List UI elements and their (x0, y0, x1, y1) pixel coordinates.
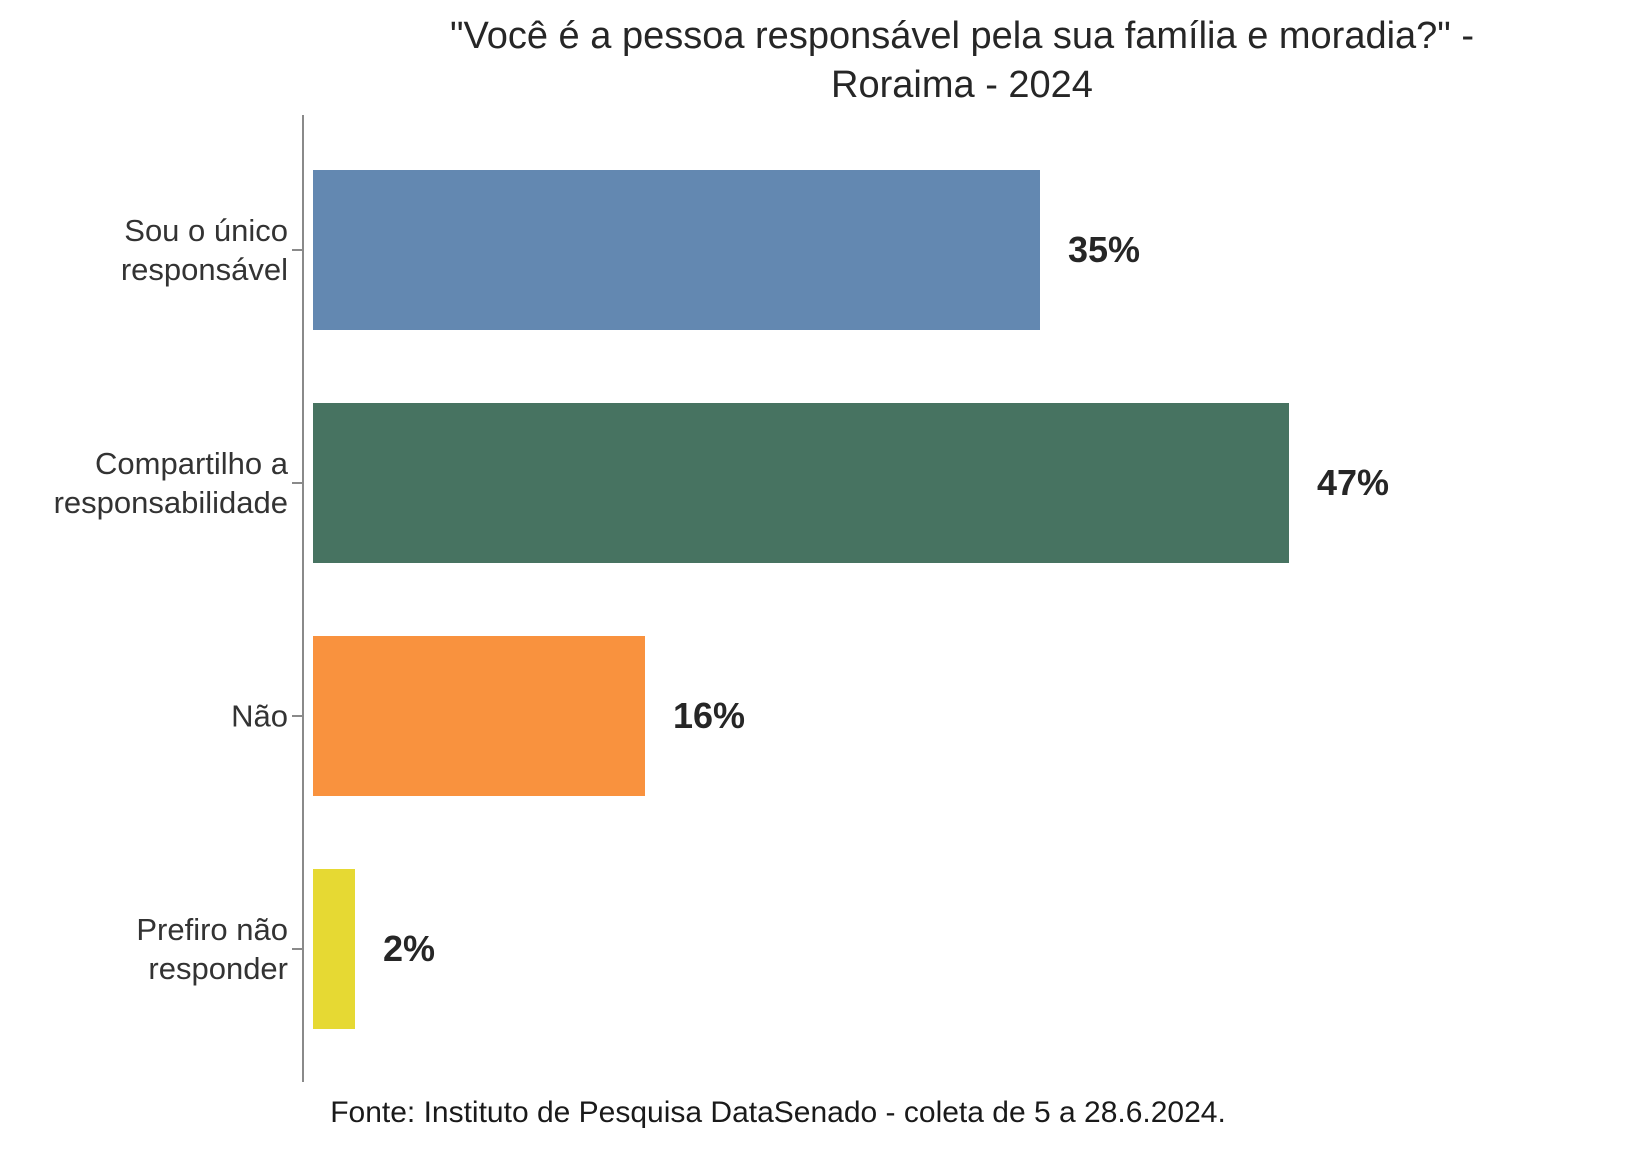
value-label: 35% (1068, 229, 1141, 270)
category-label: Compartilho a responsabilidade (53, 446, 288, 520)
value-label: 2% (383, 928, 436, 969)
category-label: Não (231, 698, 288, 734)
category-label: Prefiro não responder (136, 912, 288, 986)
chart-title-line-2: Roraima - 2024 (831, 64, 1093, 106)
value-label: 16% (673, 695, 746, 736)
chart-title: "Você é a pessoa responsável pela sua fa… (450, 12, 1474, 110)
source-caption: Fonte: Instituto de Pesquisa DataSenado … (330, 1096, 1226, 1129)
axis-tick (292, 948, 302, 950)
bar-sou-o-unico (313, 170, 1040, 330)
value-label: 47% (1317, 462, 1390, 503)
bar-nao (313, 636, 645, 796)
axis-tick (292, 482, 302, 484)
axis-tick (292, 249, 302, 251)
chart-title-line-1: "Você é a pessoa responsável pela sua fa… (449, 15, 1475, 57)
bar-compartilho (313, 403, 1289, 563)
bar-prefiro-nao-responder (313, 869, 355, 1029)
category-label: Sou o único responsável (120, 213, 288, 287)
y-axis-line (302, 115, 304, 1082)
axis-tick (292, 715, 302, 717)
